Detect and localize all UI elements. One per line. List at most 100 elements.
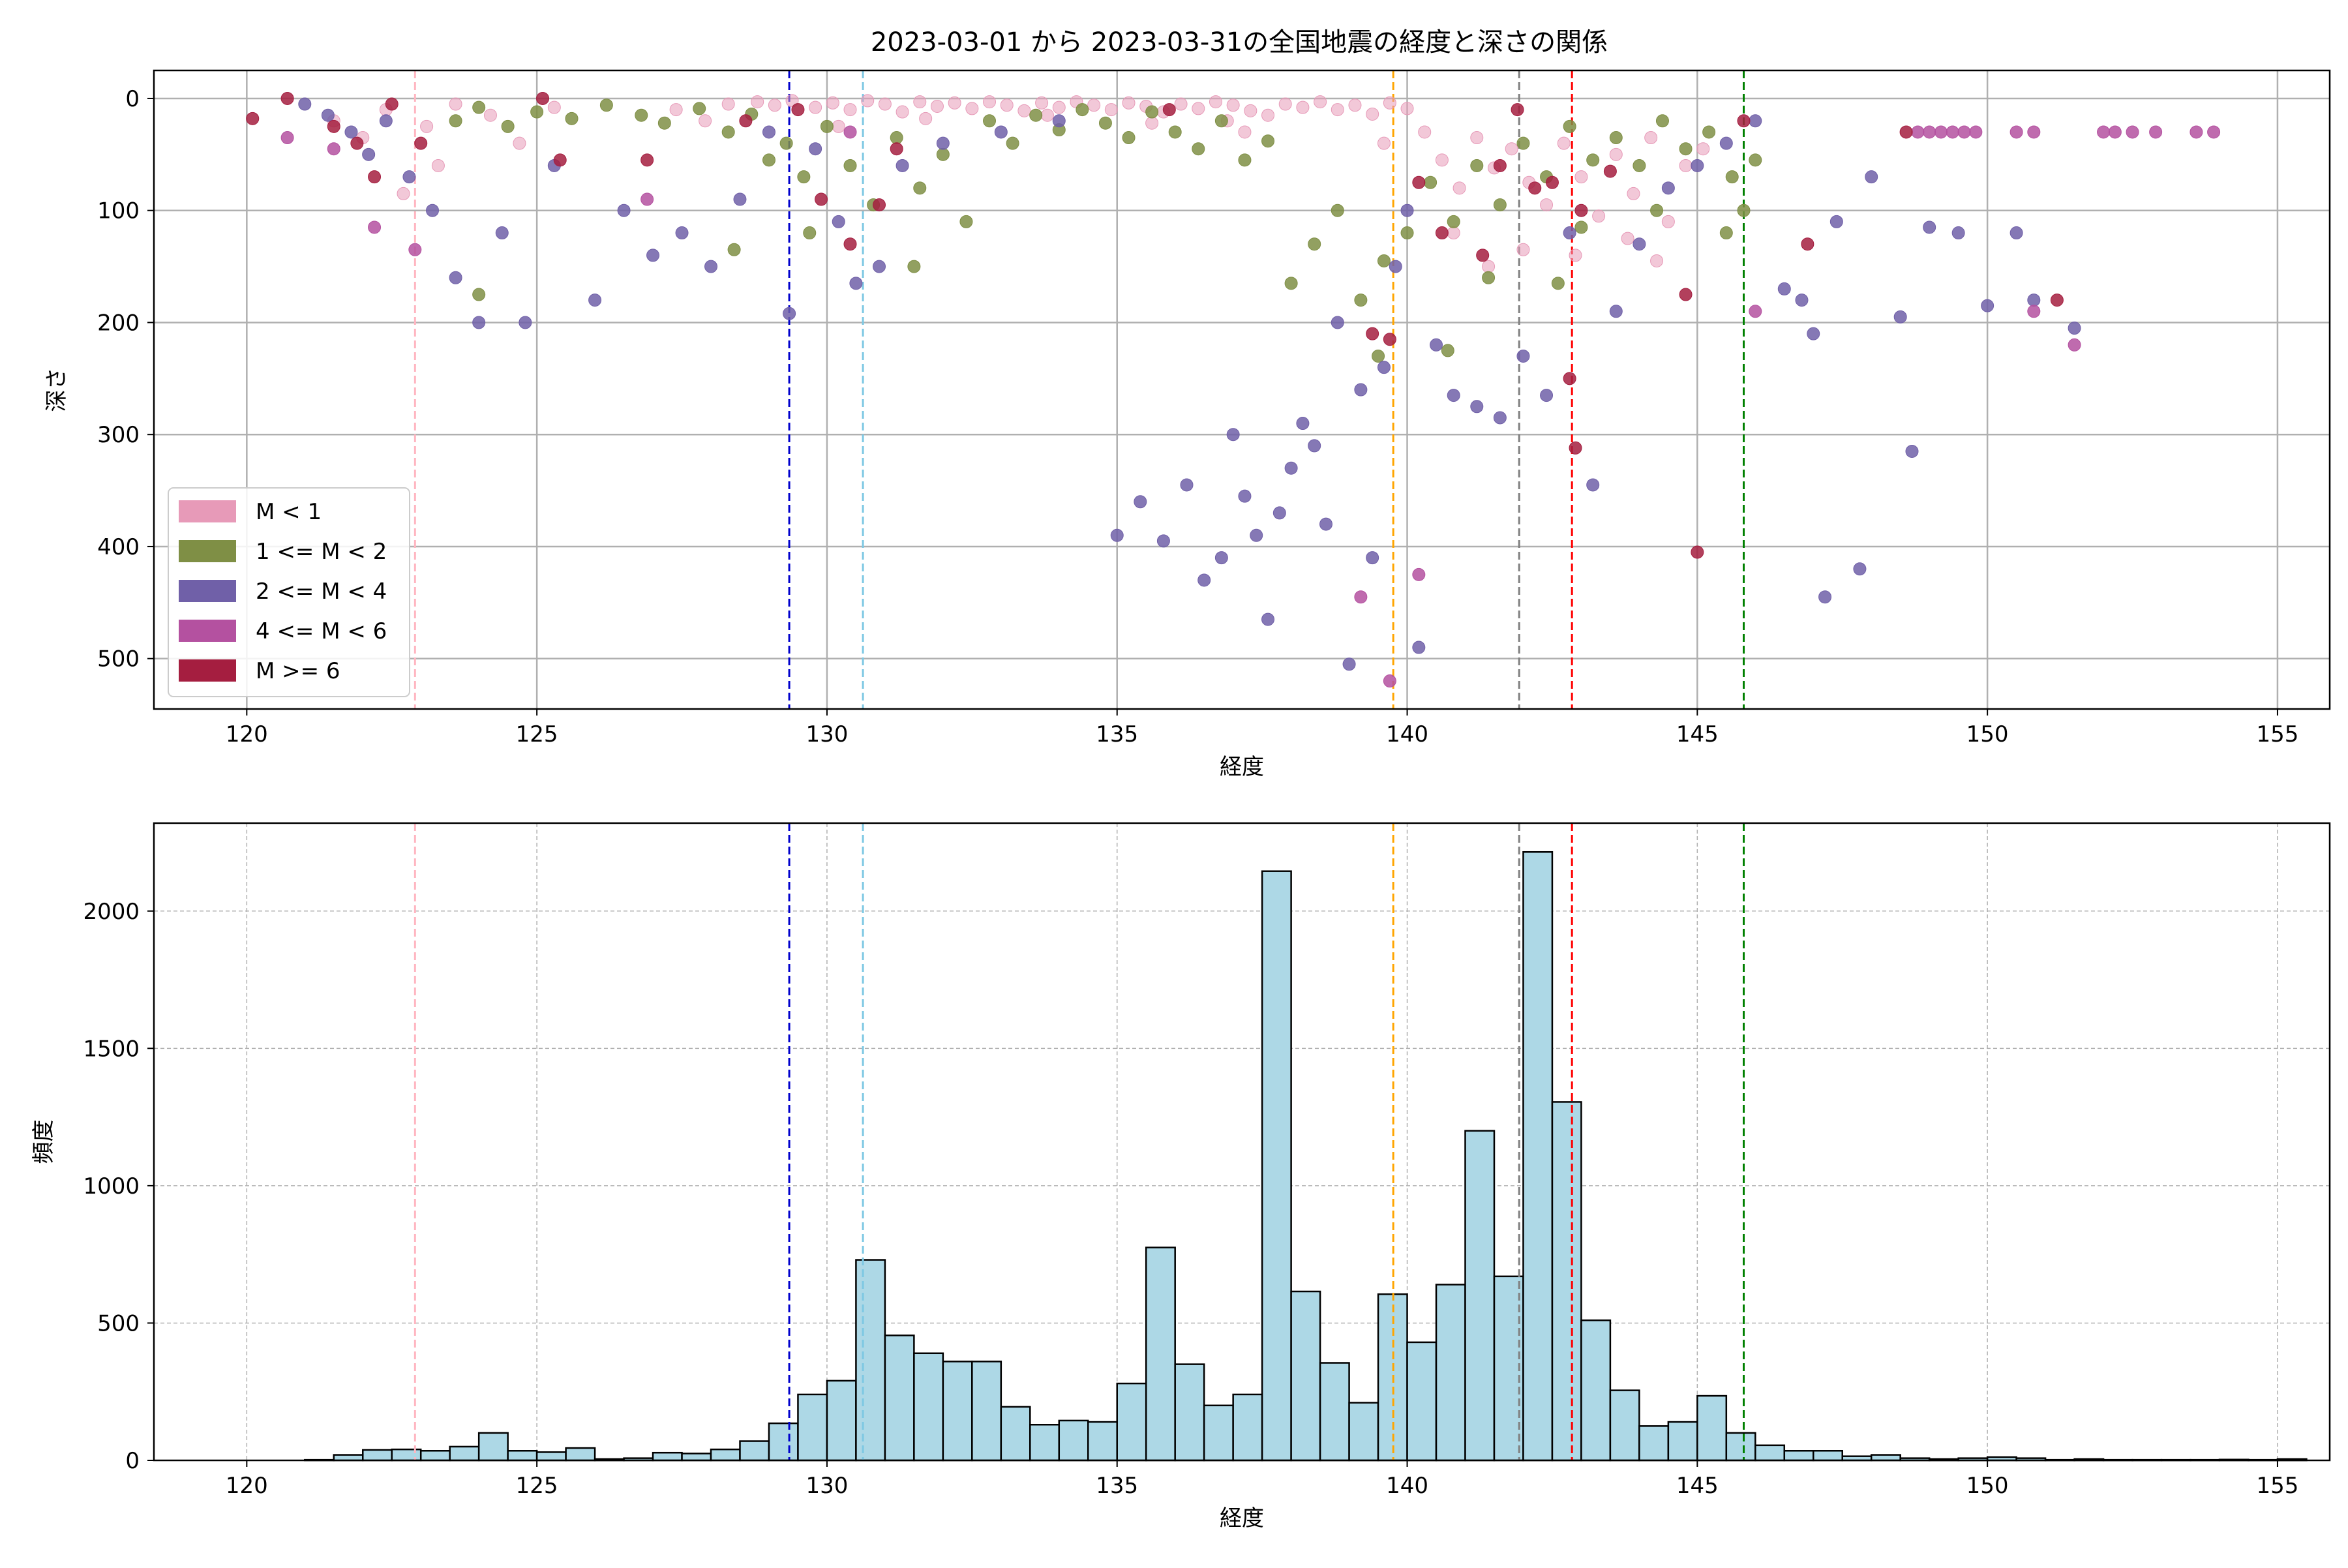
scatter-point (1447, 226, 1460, 240)
histogram-bar (535, 1451, 567, 1462)
scatter-point (1482, 260, 1496, 273)
scatter-point (1377, 136, 1391, 150)
histogram-bar (449, 1445, 480, 1462)
scatter-point (783, 307, 796, 320)
scatter-point (1957, 125, 1971, 139)
scatter-point (350, 136, 364, 150)
scatter-point (1493, 158, 1507, 172)
scatter-point (1400, 204, 1414, 217)
scatter-point (1447, 389, 1460, 402)
scatter-point (1661, 215, 1675, 228)
histogram-x-tick-label: 145 (1676, 1473, 1719, 1499)
scatter-point (2027, 125, 2041, 139)
scatter-point (1372, 349, 1385, 363)
scatter-point (1040, 108, 1054, 122)
histogram-axes-frame (153, 822, 2331, 1462)
scatter-point (919, 112, 933, 125)
scatter-point (1516, 349, 1530, 363)
scatter-point (768, 98, 781, 112)
scatter-point (1807, 327, 1820, 340)
scatter-point (1702, 125, 1716, 139)
scatter-point (501, 119, 515, 133)
scatter-y-tick-label: 200 (97, 310, 140, 336)
scatter-point (1563, 226, 1576, 240)
scatter-point (1719, 136, 1733, 150)
scatter-point (1145, 105, 1159, 119)
scatter-point (1893, 310, 1907, 324)
histogram-y-tick-label: 1500 (83, 1036, 140, 1062)
scatter-point (1272, 506, 1286, 520)
scatter-point (826, 96, 839, 110)
scatter-point (832, 119, 845, 133)
scatter-point (1644, 131, 1658, 145)
scatter-point (669, 103, 683, 117)
scatter-point (657, 116, 671, 130)
scatter-point (1829, 215, 1843, 228)
legend-entry: M >= 6 (256, 658, 340, 684)
scatter-point (1516, 136, 1530, 150)
scatter-point (1737, 114, 1751, 128)
scatter-point (513, 136, 526, 150)
scatter-point (1563, 119, 1576, 133)
histogram-bar (1754, 1444, 1786, 1462)
scatter-point (820, 119, 834, 133)
histogram-bar (1058, 1419, 1089, 1462)
scatter-point (1737, 204, 1751, 217)
scatter-point (1650, 254, 1664, 267)
scatter-point (1946, 125, 1959, 139)
scatter-point (327, 142, 340, 156)
scatter-point (408, 243, 422, 256)
scatter-point (1389, 260, 1402, 273)
scatter-point (849, 277, 863, 290)
scatter-point (1795, 294, 1809, 307)
scatter-point (1911, 125, 1925, 139)
scatter-y-axis-label: 深さ (44, 368, 70, 412)
scatter-point (1435, 226, 1449, 240)
scatter-point (1749, 114, 1762, 128)
scatter-point (1209, 95, 1222, 109)
histogram-bar (681, 1453, 712, 1462)
scatter-point (699, 114, 712, 128)
scatter-point (861, 94, 875, 108)
scatter-point (472, 316, 486, 329)
scatter-point (2097, 125, 2111, 139)
scatter-x-tick-label: 145 (1676, 721, 1719, 747)
histogram-bar (1261, 870, 1292, 1462)
scatter-point (1853, 562, 1867, 576)
scatter-point (1412, 641, 1426, 654)
scatter-point (640, 153, 654, 167)
scatter-point (1122, 96, 1136, 110)
scatter-point (1174, 97, 1188, 111)
scatter-point (1244, 104, 1257, 117)
histogram-bar (362, 1449, 393, 1462)
scatter-point (1278, 97, 1292, 111)
scatter-point (1087, 98, 1101, 112)
scatter-point (959, 215, 973, 228)
scatter-point (809, 100, 822, 114)
scatter-point (1725, 170, 1739, 184)
histogram-bar (1174, 1363, 1205, 1462)
legend-entry: 1 <= M < 2 (256, 539, 387, 565)
scatter-point (1905, 444, 1919, 458)
scatter-point (1557, 136, 1571, 150)
histogram-x-tick-label: 155 (2256, 1473, 2298, 1499)
scatter-point (472, 100, 486, 114)
scatter-point (1354, 590, 1368, 604)
histogram-bar (1435, 1284, 1466, 1462)
scatter-point (2149, 125, 2163, 139)
scatter-point (1633, 237, 1646, 251)
scatter-point (1511, 103, 1524, 117)
scatter-point (1865, 170, 1878, 184)
scatter-point (896, 105, 909, 119)
scatter-point (1412, 175, 1426, 189)
legend-swatch (179, 540, 236, 562)
scatter-point (565, 112, 579, 125)
histogram-y-tick-label: 0 (125, 1448, 140, 1474)
scatter-point (1366, 551, 1379, 565)
scatter-point (873, 198, 886, 212)
histogram-x-tick-label: 150 (1966, 1473, 2009, 1499)
scatter-point (1777, 282, 1791, 295)
scatter-point (896, 158, 909, 172)
histogram-bar (971, 1361, 1002, 1462)
histogram-bar (884, 1334, 915, 1462)
